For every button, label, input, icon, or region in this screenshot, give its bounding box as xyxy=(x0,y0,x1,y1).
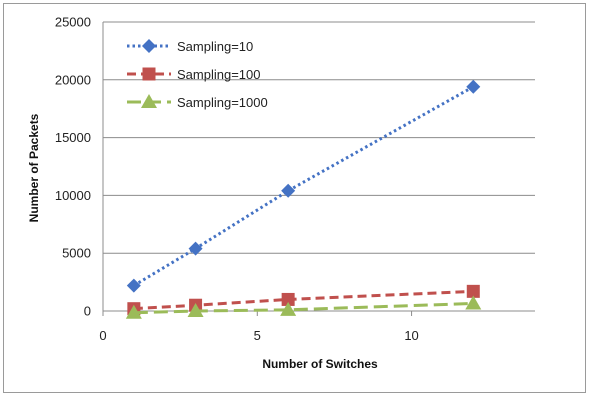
data-point xyxy=(281,183,296,198)
series-group xyxy=(125,79,482,319)
tick-labels: 0 5000 10000 15000 20000 25000 0 5 10 xyxy=(55,15,419,344)
data-point xyxy=(466,79,481,94)
data-point xyxy=(188,241,203,256)
legend-marker xyxy=(142,39,156,53)
data-point xyxy=(466,284,480,298)
data-point xyxy=(465,295,482,310)
legend: Sampling=10 Sampling=100 Sampling=1000 xyxy=(127,39,268,110)
chart-frame xyxy=(3,3,586,393)
y-tick-label: 15000 xyxy=(55,130,91,145)
series-1 xyxy=(126,79,481,293)
data-point xyxy=(187,303,204,317)
x-axis-title: Number of Switches xyxy=(262,357,378,371)
y-tick-label: 25000 xyxy=(55,15,91,30)
y-tick-label: 10000 xyxy=(55,188,91,203)
legend-item-1: Sampling=10 xyxy=(127,39,253,54)
legend-item-3: Sampling=1000 xyxy=(127,94,268,110)
x-tick-label: 10 xyxy=(404,328,418,343)
y-tick-label: 5000 xyxy=(62,246,91,261)
series-3 xyxy=(125,295,482,319)
data-point xyxy=(280,301,297,316)
axes xyxy=(102,22,535,316)
legend-label: Sampling=10 xyxy=(177,39,253,54)
legend-label: Sampling=100 xyxy=(177,67,260,82)
x-tick-label: 5 xyxy=(254,328,261,343)
series-line xyxy=(133,85,475,287)
legend-marker xyxy=(142,67,156,81)
data-point xyxy=(125,304,142,319)
x-tick-label: 0 xyxy=(99,328,106,343)
y-tick-label: 20000 xyxy=(55,72,91,87)
legend-label: Sampling=1000 xyxy=(177,95,268,110)
data-point xyxy=(281,292,295,306)
y-axis-title: Number of Packets xyxy=(27,113,41,222)
legend-marker xyxy=(141,94,157,108)
gridlines xyxy=(103,21,535,254)
y-tick-label: 0 xyxy=(84,304,91,319)
series-line xyxy=(133,289,474,311)
series-line xyxy=(133,301,474,315)
data-point xyxy=(126,278,141,293)
legend-item-2: Sampling=100 xyxy=(127,67,260,82)
